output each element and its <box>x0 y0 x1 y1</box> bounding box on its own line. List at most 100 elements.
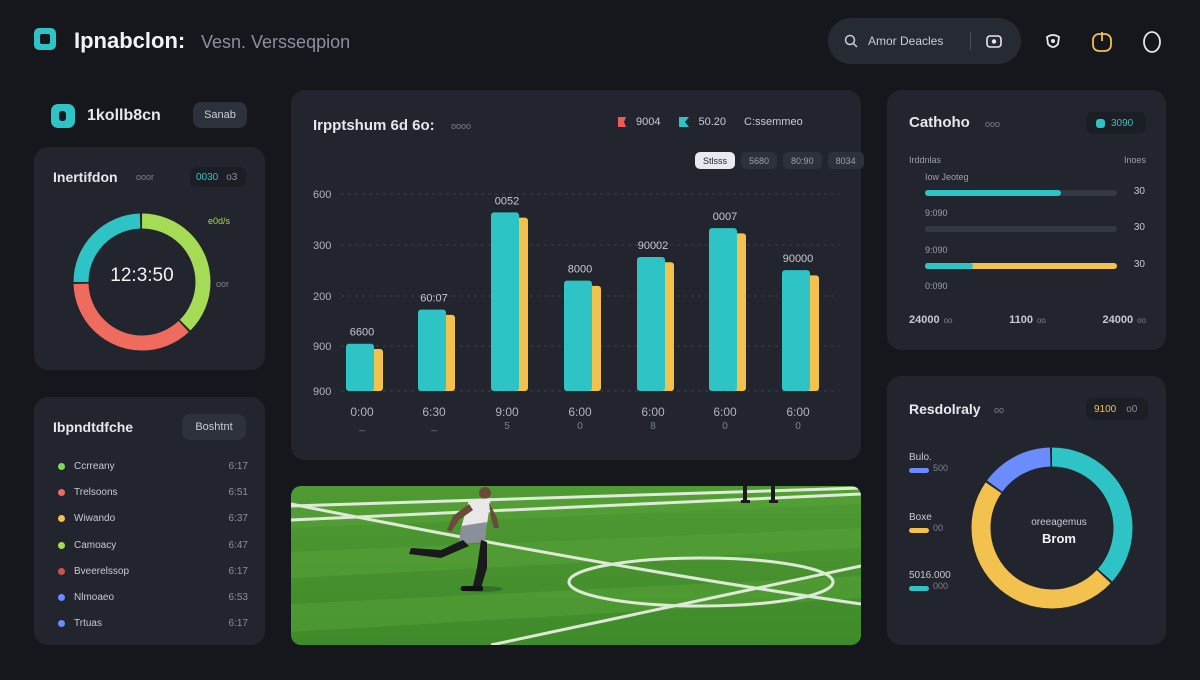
list-item-label: Camoacy <box>74 539 117 551</box>
chart-title: Irpptshum 6d 6o: <box>313 117 435 134</box>
ring-chip-sub: o0 <box>1126 403 1138 415</box>
bar-data-label: 90000 <box>783 253 814 265</box>
ring-legend-bar <box>909 467 929 473</box>
x-tick-sublabel: 8 <box>650 421 656 432</box>
x-tick-sublabel: 0 <box>577 421 583 432</box>
bar-data-label: 6600 <box>350 327 374 339</box>
list-button[interactable]: Boshtnt <box>182 414 246 440</box>
footer-stat: 24000 oo <box>909 314 953 326</box>
legend-item[interactable]: C:ssemmeo <box>744 116 803 128</box>
x-tick-label: 6:00 <box>786 405 810 419</box>
progress-header-right: Inoes <box>1123 155 1146 165</box>
list-item-value: 6:47 <box>228 539 248 551</box>
chart-tab[interactable]: 8034 <box>827 152 864 169</box>
donut-callout-top: e0d/s <box>208 216 231 226</box>
bar-primary[interactable] <box>491 212 519 391</box>
donut-chip[interactable]: 0030 o3 <box>190 167 246 187</box>
y-tick-label: 600 <box>313 189 331 201</box>
soccer-field-image <box>291 486 861 645</box>
list-item[interactable]: Camoacy 6:47 <box>58 532 248 558</box>
power-button[interactable] <box>1088 28 1116 56</box>
ring-legend-label: 5016.000 <box>909 570 951 581</box>
ring-legend-sub: 500 <box>933 463 949 473</box>
bar-primary[interactable] <box>709 228 737 391</box>
list-item[interactable]: Ccrreany 6:17 <box>58 453 248 479</box>
bar-primary[interactable] <box>564 280 592 391</box>
ring-legend-label: Boxe <box>909 512 932 523</box>
ring-chip[interactable]: 9100 o0 <box>1086 398 1148 420</box>
ring-chart <box>971 447 1133 609</box>
ring-legend-bar <box>909 527 929 533</box>
list-item-label: Bveerelssop <box>74 565 130 577</box>
search-input[interactable]: Amor Deacles <box>868 34 944 48</box>
ring-legend-item[interactable]: Boxe 00 <box>909 512 943 534</box>
ring-title-sub: oo <box>994 405 1005 415</box>
shield-icon <box>1046 34 1060 48</box>
list: Ccrreany 6:17 Trelsoons 6:51 Wiwando 6:37 Camo… <box>58 453 248 637</box>
y-tick-label: 300 <box>313 240 331 252</box>
progress-row-label: 0:090 <box>925 281 948 291</box>
x-tick-label: 9:00 <box>495 405 519 419</box>
x-tick-label: 0:00 <box>350 405 374 419</box>
x-tick-sublabel: 5 <box>504 421 510 432</box>
bar-primary[interactable] <box>418 309 446 391</box>
progress-bar <box>925 190 1117 196</box>
progress-row: Iow Jeoteg 30 <box>925 172 1145 197</box>
chart-tab[interactable]: Stlsss <box>695 152 736 169</box>
y-tick-label: 200 <box>313 291 331 303</box>
progress-row: 0:090 <box>925 281 1145 295</box>
camera-icon[interactable] <box>985 32 1003 50</box>
list-item[interactable]: Bveerelssop 6:17 <box>58 558 248 584</box>
chart-tabs: Stlsss 5680 80:90 8034 <box>695 152 864 169</box>
legend-label: 9004 <box>636 116 661 128</box>
donut-segment-coral[interactable] <box>73 213 211 351</box>
donut-segment-green[interactable] <box>73 213 211 351</box>
list-item[interactable]: Wiwando 6:37 <box>58 506 248 532</box>
list-item[interactable]: Trtuas 6:17 <box>58 611 248 637</box>
list-item[interactable]: Trelsoons 6:51 <box>58 479 248 505</box>
list-item[interactable]: Nlmoaeo 6:53 <box>58 584 248 610</box>
ring-segment-yellow[interactable] <box>971 447 1133 609</box>
flag-icon <box>618 117 626 127</box>
ring-center-value: Brom <box>1042 531 1076 546</box>
status-dot <box>58 515 65 523</box>
progress-row-value: 30 <box>1133 259 1145 270</box>
bar-primary[interactable] <box>346 343 374 391</box>
bar-data-label: 60:07 <box>420 293 448 305</box>
ring-segment-teal[interactable] <box>971 447 1133 609</box>
list-title: Ibpndtdfche <box>53 419 134 435</box>
status-dot <box>58 488 65 496</box>
search-bar[interactable]: Amor Deacles <box>828 18 1021 64</box>
bar-primary[interactable] <box>782 270 810 391</box>
x-tick-sublabel: 0 <box>795 421 801 432</box>
chart-tab[interactable]: 80:90 <box>783 152 822 169</box>
legend-item[interactable]: 9004 <box>616 116 660 128</box>
progress-chip[interactable]: 3090 <box>1086 112 1146 134</box>
ring-legend-item[interactable]: Bulo. 500 <box>909 452 948 474</box>
progress-row: 9:090 30 <box>925 208 1145 233</box>
brand-name: 1kollb8cn <box>87 107 161 124</box>
donut-segment-teal[interactable] <box>73 213 211 351</box>
chip-dot <box>1096 118 1105 128</box>
shield-button[interactable] <box>1039 28 1067 56</box>
x-tick-label: 6:00 <box>713 405 737 419</box>
legend-item[interactable]: 50.20 <box>678 116 726 128</box>
brand-button[interactable]: Sanab <box>193 102 247 128</box>
progress-header: Irddnlas Inoes <box>909 155 1146 165</box>
profile-button[interactable] <box>1138 28 1166 56</box>
brand-badge[interactable] <box>51 104 75 128</box>
app-logo[interactable] <box>34 28 56 50</box>
list-panel: Ibpndtdfche Boshtnt Ccrreany 6:17 Trelsoon… <box>34 397 265 645</box>
bar-primary[interactable] <box>637 257 665 391</box>
progress-row: 9:090 30 <box>925 245 1145 270</box>
progress-row-label: 9:090 <box>925 208 948 218</box>
progress-title-sub: ooo <box>985 119 1001 129</box>
donut-title: Inertifdon <box>53 169 118 185</box>
chart-tab[interactable]: 5680 <box>741 152 778 169</box>
donut-callout-right: oor <box>216 279 230 289</box>
ring-legend-item[interactable]: 5016.000 000 <box>909 570 951 592</box>
progress-title: Cathoho <box>909 114 970 131</box>
status-dot <box>58 594 65 602</box>
player-figure <box>409 487 503 592</box>
list-item-value: 6:17 <box>228 618 248 630</box>
